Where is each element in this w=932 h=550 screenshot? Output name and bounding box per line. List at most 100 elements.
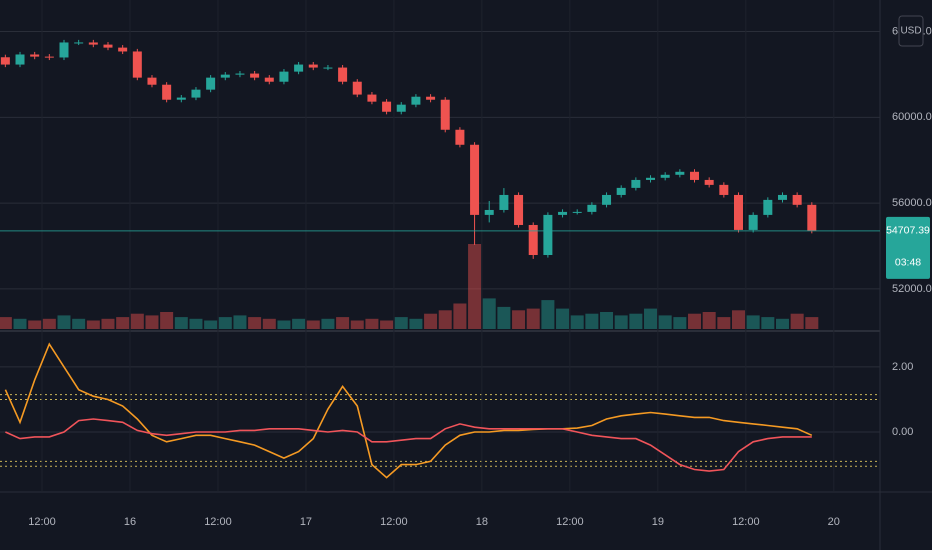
volume-bar [746,315,760,329]
volume-bar [42,318,56,329]
candle-body [103,44,113,48]
volume-bar [292,318,306,329]
volume-bar [145,315,159,329]
candle-body [250,73,260,78]
volume-bar [497,306,511,329]
y-tick-label: 52000.00 [892,283,932,295]
volume-bar [512,310,526,329]
candle-body [690,171,700,180]
candle-body [59,42,69,58]
candle-body [484,209,494,215]
candle-body [440,99,450,130]
volume-bar [101,318,115,329]
y-tick-label: 2.00 [892,361,913,373]
candle-body [323,67,333,69]
volume-bar [350,320,364,329]
volume-bar [658,315,672,329]
volume-bar [248,317,262,329]
candle-body [15,54,25,65]
candle-body [191,89,201,98]
volume-bar [86,320,100,329]
candle-body [279,71,289,82]
volume-bar [336,317,350,329]
volume-bar [57,315,71,329]
candle-body [352,81,362,95]
last-price-tag [886,216,930,279]
candle-body [44,56,54,58]
volume-bar [424,313,438,329]
volume-bar [438,310,452,329]
candle-body [675,171,685,175]
candle-body [543,214,553,256]
x-tick-label: 12:00 [380,516,408,528]
indicator-line [4,342,813,479]
currency-button-box[interactable] [898,15,924,47]
candle-body [118,47,128,52]
volume-bar [629,313,643,329]
volume-bar [556,308,570,329]
candle-body [807,204,817,231]
candle-body [382,101,392,112]
volume-bar [0,317,12,329]
candle-body [734,194,744,230]
x-tick-label: 18 [476,516,488,528]
indicator-line [5,418,812,472]
volume-bar [160,312,174,329]
volume-bar [702,312,716,329]
volume-bar [233,315,247,329]
candle-body [499,194,509,210]
currency-button[interactable]: USD [898,15,924,47]
labels: 64000.0060000.0056000.0052000.0054707.39… [28,25,932,527]
volume-bar [28,320,42,329]
volume-bar [526,308,540,329]
volume-bar [409,318,423,329]
candle-body [616,187,626,195]
candle-body [147,77,157,85]
candle-body [132,51,142,78]
candle-body [396,104,406,112]
x-tick-label: 12:00 [204,516,232,528]
x-tick-label: 12:00 [556,516,584,528]
candle-body [264,77,274,82]
volume-bar [277,320,291,329]
volume-bar [365,318,379,329]
volume-bar [13,318,27,329]
volume-bar [394,317,408,329]
candle-body [308,64,318,68]
y-tick-label: 60000.00 [892,111,932,123]
x-tick-label: 12:00 [732,516,760,528]
candle-body [88,42,98,45]
volume-bar [585,313,599,329]
volume-bar [673,317,687,329]
x-tick-label: 16 [124,516,136,528]
candle-body [792,194,802,205]
y-tick-label: 56000.00 [892,197,932,209]
volume-bar [174,317,188,329]
candle-body [631,179,641,188]
volume-bar [72,318,86,329]
x-tick-label: 19 [652,516,664,528]
candle-body [704,179,714,185]
volume-bar [644,308,658,329]
candle-body [74,42,84,44]
countdown-label: 03:48 [895,257,921,269]
volume-bar [541,300,555,329]
volume-bar [262,318,276,329]
volume-bar [761,317,775,329]
candle-body [514,194,524,225]
candle-body [455,129,465,145]
candle-body [426,96,436,100]
y-tick-label: 0.00 [892,426,913,438]
volume-bar [306,320,320,329]
volume-bar [775,318,789,329]
candle-body [660,174,670,178]
x-tick-label: 12:00 [28,516,56,528]
volume-bar [790,313,804,329]
volume-bar [453,303,467,329]
currency-button-label[interactable]: USD [900,26,921,37]
x-tick-label: 20 [828,516,840,528]
volume-bar [204,320,218,329]
candle-body [176,97,186,100]
candle-body [411,96,421,105]
